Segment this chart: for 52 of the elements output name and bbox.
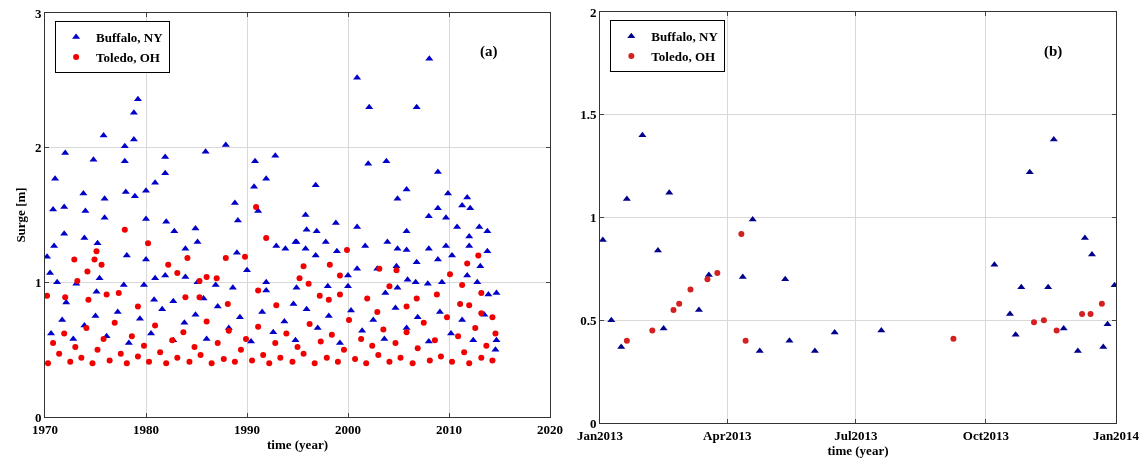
point [1049, 135, 1058, 142]
x-tick-label: 1980 [133, 421, 159, 437]
point [1098, 300, 1105, 307]
x-axis-title: time (year) [827, 443, 889, 459]
point [687, 286, 694, 293]
point [659, 324, 668, 331]
point [1059, 324, 1068, 331]
point [1079, 311, 1086, 318]
point [1031, 319, 1038, 326]
x-tick-label: Oct2013 [962, 427, 1010, 443]
x-axis-title: time (year) [267, 437, 328, 453]
point [742, 337, 749, 344]
point [704, 276, 711, 283]
point [670, 306, 677, 313]
point [950, 335, 957, 342]
point [1103, 320, 1112, 327]
point [1017, 283, 1026, 290]
legend-label: Toledo, OH [96, 50, 160, 65]
point [1087, 311, 1094, 318]
point [653, 246, 662, 253]
x-tick-label: 2000 [335, 421, 361, 437]
point [600, 236, 607, 242]
point [649, 327, 656, 334]
x-tick-label: Jul2013 [834, 427, 879, 443]
legend-label: Toledo, OH [651, 49, 716, 65]
annotation: (a) [480, 43, 498, 60]
y-tick-label: 3 [34, 5, 42, 21]
y-tick-label: 0.5 [580, 312, 597, 328]
point [714, 269, 721, 276]
legend-label: Buffalo, NY [96, 30, 164, 46]
x-tick-label: Apr2013 [703, 427, 752, 443]
legend-label: Buffalo, NY [651, 29, 719, 45]
point [738, 230, 745, 237]
y-tick-label: 1 [34, 274, 42, 290]
point [1053, 327, 1060, 334]
y-tick-label: 2 [589, 4, 597, 20]
point [638, 131, 647, 138]
point [1087, 250, 1097, 257]
point [1044, 283, 1053, 290]
y-tick-label: 1 [589, 210, 597, 226]
point [623, 337, 630, 344]
point [1040, 317, 1047, 324]
y-tick-label: 1.5 [580, 107, 597, 123]
y-tick-label: 2 [34, 140, 42, 156]
x-tick-label: Jan2014 [1092, 427, 1140, 443]
point [1025, 168, 1034, 175]
y-axis-title: Surge [m] [12, 187, 28, 243]
point [676, 300, 683, 307]
x-tick-label: 2020 [537, 421, 563, 437]
annotation: (b) [1044, 43, 1063, 60]
x-tick-label: 1990 [234, 421, 260, 437]
x-tick-label: 2010 [436, 421, 462, 437]
